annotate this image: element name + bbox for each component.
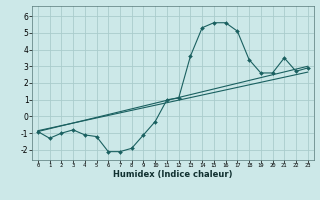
X-axis label: Humidex (Indice chaleur): Humidex (Indice chaleur)	[113, 170, 233, 179]
